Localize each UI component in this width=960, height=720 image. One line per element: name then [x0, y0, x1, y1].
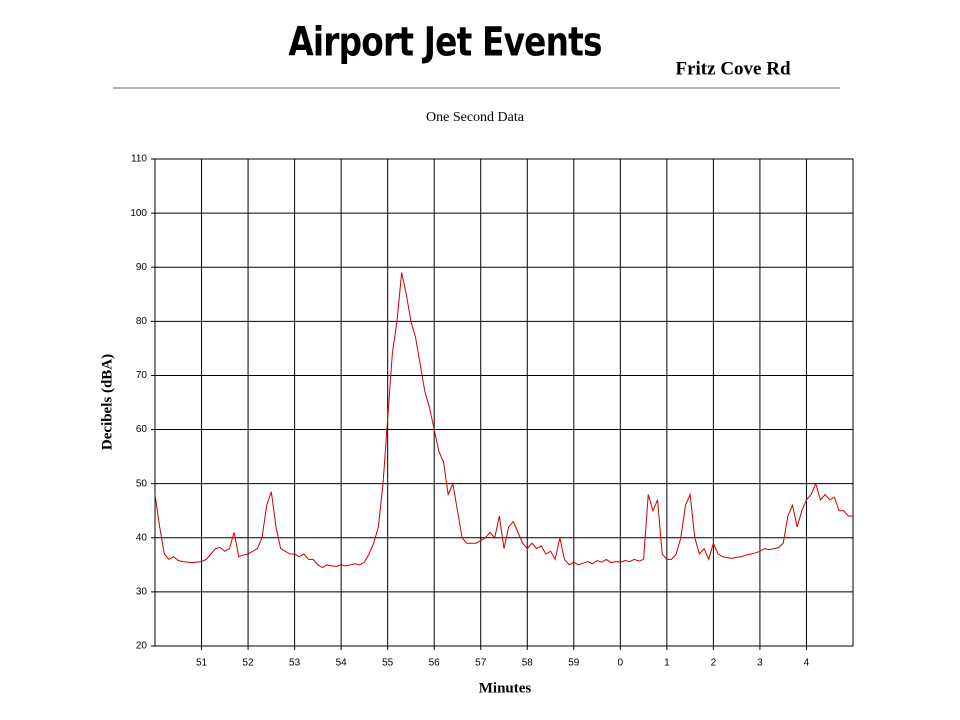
x-tick-label: 3	[757, 658, 763, 669]
data-line	[154, 272, 853, 569]
y-tick-label: 90	[136, 262, 148, 273]
x-tick-label: 2	[711, 658, 717, 669]
x-tick-label: 51	[196, 658, 208, 669]
y-tick-label: 100	[130, 208, 147, 219]
y-tick-label: 70	[136, 370, 148, 381]
x-tick-label: 53	[289, 658, 301, 669]
slide-title: Airport Jet Events	[288, 18, 601, 65]
x-tick-label: 59	[568, 658, 580, 669]
x-axis-label: Minutes	[479, 680, 532, 696]
x-tick-label: 0	[618, 658, 624, 669]
y-tick-label: 80	[136, 316, 148, 327]
chart-title: One Second Data	[426, 110, 525, 125]
y-axis-label: Decibels (dBA)	[99, 354, 115, 450]
x-tick-label: 58	[522, 658, 534, 669]
y-tick-label: 20	[136, 641, 148, 652]
y-tick-label: 110	[131, 154, 147, 165]
x-tick-label: 55	[382, 658, 394, 669]
x-tick-label: 4	[804, 658, 810, 669]
x-tick-label: 57	[475, 658, 487, 669]
slide-subtitle: Fritz Cove Rd	[675, 58, 790, 79]
x-tick-label: 1	[664, 658, 670, 669]
x-tick-label: 52	[243, 658, 255, 669]
y-tick-label: 50	[136, 478, 148, 489]
y-tick-label: 40	[136, 532, 148, 543]
x-tick-label: 54	[336, 658, 348, 669]
plot-area	[154, 158, 854, 647]
x-tick-label: 56	[429, 658, 441, 669]
y-tick-label: 30	[136, 587, 148, 598]
y-tick-label: 60	[136, 424, 148, 435]
